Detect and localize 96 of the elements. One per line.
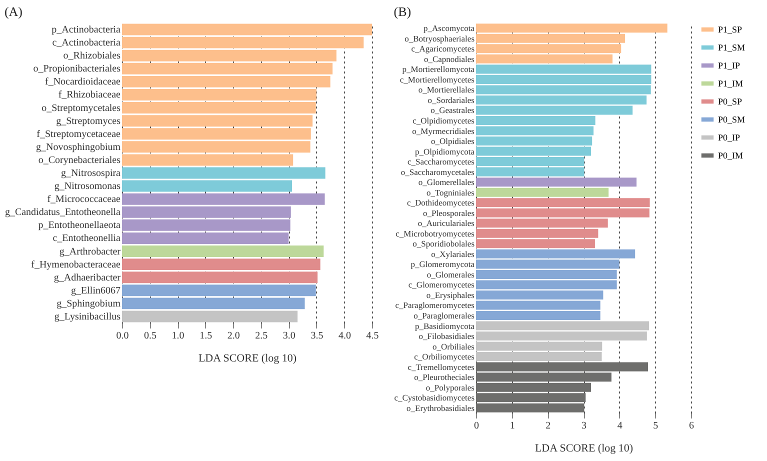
y-tick-label: c_Glomeromycetes — [408, 280, 474, 290]
bar — [476, 178, 637, 187]
y-tick-label: o_Rhizobiales — [63, 50, 121, 62]
y-tick-label: f_Micrococcaceae — [47, 194, 122, 206]
y-tick-label: c_Dothideomycetes — [406, 198, 474, 208]
y-tick-label: o_Pleosporales — [423, 208, 474, 218]
y-tick-label: g_Sphingobium — [56, 298, 121, 310]
y-tick-label: f_Streptomycetaceae — [36, 128, 122, 140]
y-tick-label: g_Arthrobacter — [59, 246, 122, 258]
x-tick-label: 1 — [510, 420, 515, 432]
y-tick-label: o_Saccharomycetales — [400, 166, 474, 177]
y-tick-label: g_Streptomyces — [56, 116, 121, 127]
y-tick-label: c_Microbotryomycetes — [396, 228, 474, 238]
x-tick-label: 6 — [689, 420, 694, 432]
x-axis-title: LDA SCORE (log 10) — [198, 352, 297, 364]
y-tick-label: p_Basidiomycota — [415, 320, 475, 331]
y-tick-label: o_Orbiliales — [432, 341, 474, 352]
y-tick-label: c_Entotheonellia — [52, 233, 122, 244]
y-tick-label: o_Myrmecridiales — [412, 126, 474, 136]
y-tick-label: o_Filobasidiales — [418, 331, 474, 342]
x-tick-label: 3.5 — [310, 330, 324, 342]
bar — [122, 180, 292, 192]
y-tick-label: f_Nocardioidaceae — [44, 76, 122, 88]
y-tick-label: o_Pleurotheciales — [414, 372, 474, 382]
y-tick-label: f_Hymenobacteraceae — [31, 259, 122, 270]
x-tick-label: 0.5 — [144, 330, 157, 342]
y-tick-label: o_Sordariales — [428, 94, 474, 105]
y-tick-label: o_Botryosphaeriales — [404, 33, 474, 44]
y-tick-label: p_Mortierellomycota — [402, 64, 475, 74]
y-tick-label: c_Actinobacteria — [52, 38, 122, 49]
y-tick-label: f_Rhizobiaceae — [58, 90, 122, 101]
y-tick-label: o_Mortierellales — [418, 84, 474, 95]
x-tick-label: 3.0 — [282, 330, 296, 342]
y-tick-label: g_Ellin6067 — [71, 285, 120, 296]
y-tick-label: c_Tremellomycetes — [408, 362, 474, 372]
x-tick-label: 2 — [546, 420, 551, 432]
bar — [122, 310, 298, 322]
x-tick-label: 5 — [653, 420, 658, 432]
y-tick-label: o_Polyporales — [426, 382, 474, 392]
legend-label: P1_IP — [718, 60, 740, 70]
y-tick-label: o_Paraglomerales — [414, 310, 474, 320]
y-tick-label: o_Streptomycetales — [42, 102, 121, 114]
y-tick-label: o_Togniniales — [426, 187, 474, 198]
y-tick-label: c_Mortierellomycetes — [400, 74, 474, 84]
y-tick-label: p_Actinobacteria — [52, 24, 122, 36]
x-tick-label: 3 — [582, 420, 586, 432]
y-tick-label: o_Auriculariales — [418, 218, 474, 228]
y-tick-label: g_Lysinibacillus — [54, 311, 121, 322]
x-tick-label: 4 — [617, 420, 622, 432]
y-tick-label: c_Orbiliomycetes — [414, 352, 474, 362]
bar — [122, 167, 326, 179]
legend-label: P1_IM — [718, 78, 744, 88]
y-tick-label: p_Entotheonellaeota — [38, 220, 122, 232]
x-tick-label: 2.0 — [227, 330, 240, 342]
y-tick-label: o_Erysiphales — [426, 290, 474, 300]
y-tick-label: p_Ascomycota — [424, 23, 475, 34]
y-tick-label: g_Adhaeribacter — [54, 272, 122, 284]
x-tick-label: 2.5 — [255, 330, 268, 342]
y-tick-label: o_Olpidiales — [431, 136, 474, 146]
bar — [122, 246, 324, 257]
y-tick-label: o_Glomerellales — [418, 177, 474, 188]
bar — [476, 188, 609, 197]
text: (A) — [4, 4, 23, 19]
x-axis-title: LDA SCORE (log 10) — [534, 442, 634, 454]
y-tick-label: c_Paraglomeromycetes — [395, 300, 474, 310]
y-tick-label: o_Propionibacteriales — [33, 64, 121, 75]
legend-label: P0_SP — [718, 96, 742, 106]
chart-title: (B) — [394, 4, 412, 19]
y-tick-label: o_Capnodiales — [424, 54, 474, 64]
legend-label: P1_SP — [718, 24, 742, 34]
y-tick-label: p_Olpidiomycota — [415, 146, 475, 156]
y-tick-label: o_Glomerales — [426, 269, 474, 280]
y-tick-label: o_Erythrobasidiales — [406, 402, 474, 413]
y-tick-label: o_Sporidiobolales — [412, 238, 474, 249]
y-tick-label: p_Glomeromycota — [410, 259, 475, 270]
y-tick-label: c_Agaricomycetes — [411, 44, 474, 54]
legend-label: P0_IM — [718, 150, 744, 160]
x-tick-label: 1.5 — [200, 330, 212, 342]
y-tick-label: o_Xylariales — [431, 248, 474, 259]
y-tick-label: g_Novosphingobium — [36, 142, 121, 153]
y-tick-label: o_Corynebacteriales — [38, 154, 121, 166]
y-tick-label: c_Saccharomycetes — [407, 156, 474, 167]
y-tick-label: c_Olpidiomycetes — [412, 116, 474, 126]
x-tick-label: 1.0 — [172, 330, 184, 342]
legend-label: P1_SM — [718, 42, 746, 52]
y-tick-label: g_Nitrosomonas — [54, 181, 121, 192]
x-tick-label: 4.0 — [338, 330, 351, 342]
x-tick-label: 0.0 — [116, 330, 129, 342]
y-tick-label: g_Nitrosospira — [61, 168, 122, 179]
y-tick-label: c_Cystobasidiomycetes — [394, 392, 474, 403]
x-tick-label: 0 — [474, 420, 479, 432]
y-tick-label: g_Candidatus_Entotheonella — [4, 207, 122, 218]
y-tick-label: o_Geastrales — [430, 105, 474, 116]
x-tick-label: 4.5 — [366, 330, 379, 342]
legend-label: P0_SM — [718, 114, 746, 124]
legend-label: P0_IP — [718, 132, 740, 142]
